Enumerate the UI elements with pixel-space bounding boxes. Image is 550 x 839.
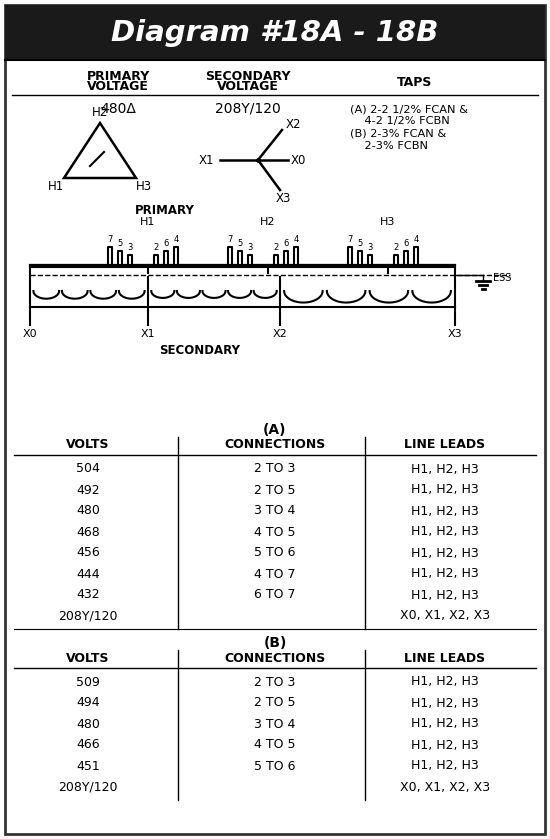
Text: 6: 6 [283,239,289,248]
Text: 2 TO 5: 2 TO 5 [254,696,296,710]
Text: 466: 466 [76,738,100,752]
Text: 3: 3 [127,243,133,253]
Text: 4-2 1/2% FCBN: 4-2 1/2% FCBN [350,116,450,126]
Text: H1: H1 [48,180,64,194]
Text: 7: 7 [227,236,233,244]
Text: (A): (A) [263,423,287,437]
Text: 2: 2 [153,243,158,253]
Text: 7: 7 [107,236,113,244]
Text: VOLTAGE: VOLTAGE [217,81,279,93]
Text: LINE LEADS: LINE LEADS [404,439,486,451]
Text: (B): (B) [263,636,287,650]
Text: X0, X1, X2, X3: X0, X1, X2, X3 [400,780,490,794]
Text: (B) 2-3% FCAN &: (B) 2-3% FCAN & [350,129,446,139]
Text: 2-3% FCBN: 2-3% FCBN [350,141,428,151]
Text: 492: 492 [76,483,100,497]
Text: ESS: ESS [493,273,512,283]
Text: Diagram #18A - 18B: Diagram #18A - 18B [111,19,439,47]
Text: 5 TO 6: 5 TO 6 [254,546,296,560]
Text: X0, X1, X2, X3: X0, X1, X2, X3 [400,609,490,623]
Text: (A) 2-2 1/2% FCAN &: (A) 2-2 1/2% FCAN & [350,104,468,114]
Text: 432: 432 [76,588,100,602]
Text: PRIMARY: PRIMARY [135,204,195,216]
Text: 4: 4 [173,236,179,244]
Text: 3 TO 4: 3 TO 4 [254,717,296,731]
Text: H1, H2, H3: H1, H2, H3 [411,696,479,710]
Text: 6 TO 7: 6 TO 7 [254,588,296,602]
Bar [5,5,545,60]
Text: 2 TO 3: 2 TO 3 [254,462,296,476]
Text: H1, H2, H3: H1, H2, H3 [411,738,479,752]
Text: CONNECTIONS: CONNECTIONS [224,652,326,664]
Text: 444: 444 [76,567,100,581]
Text: H3: H3 [136,180,152,194]
Text: 451: 451 [76,759,100,773]
Text: X3: X3 [448,329,463,339]
Text: VOLTAGE: VOLTAGE [87,81,149,93]
Text: TAPS: TAPS [397,76,433,88]
Text: H1, H2, H3: H1, H2, H3 [411,504,479,518]
Text: 208Y/120: 208Y/120 [58,780,118,794]
Text: 480: 480 [76,504,100,518]
Text: VOLTS: VOLTS [66,652,110,664]
Text: PRIMARY: PRIMARY [86,70,150,82]
Text: 7: 7 [347,236,353,244]
Text: VOLTS: VOLTS [66,439,110,451]
Text: 3: 3 [367,243,373,253]
Text: 504: 504 [76,462,100,476]
Text: 2: 2 [393,243,399,253]
Text: 480: 480 [76,717,100,731]
Text: H3: H3 [380,217,395,227]
Text: 5 TO 6: 5 TO 6 [254,759,296,773]
Text: 2: 2 [273,243,279,253]
Text: H1, H2, H3: H1, H2, H3 [411,546,479,560]
Text: 5: 5 [117,239,123,248]
Text: 3: 3 [248,243,252,253]
Text: CONNECTIONS: CONNECTIONS [224,439,326,451]
Text: SECONDARY: SECONDARY [205,70,291,82]
Text: SECONDARY: SECONDARY [160,343,240,357]
Text: H1, H2, H3: H1, H2, H3 [411,525,479,539]
Text: X0: X0 [23,329,37,339]
Text: 208Y/120: 208Y/120 [215,102,281,116]
Text: H1, H2, H3: H1, H2, H3 [411,588,479,602]
Text: H1, H2, H3: H1, H2, H3 [411,759,479,773]
Text: 208Y/120: 208Y/120 [58,609,118,623]
Text: LINE LEADS: LINE LEADS [404,652,486,664]
Text: H1, H2, H3: H1, H2, H3 [411,717,479,731]
Text: 6: 6 [403,239,409,248]
Text: X1: X1 [199,154,214,166]
Text: 468: 468 [76,525,100,539]
Text: 509: 509 [76,675,100,689]
Text: 6: 6 [163,239,169,248]
Text: H1, H2, H3: H1, H2, H3 [411,462,479,476]
Text: H2: H2 [92,106,108,118]
Text: 494: 494 [76,696,100,710]
Text: 5: 5 [358,239,362,248]
Text: 4: 4 [414,236,419,244]
Text: 4: 4 [293,236,299,244]
Text: 4 TO 5: 4 TO 5 [254,738,296,752]
Text: 2 TO 3: 2 TO 3 [254,675,296,689]
Text: 456: 456 [76,546,100,560]
Text: H1, H2, H3: H1, H2, H3 [411,567,479,581]
Text: X2: X2 [286,117,301,131]
Text: H1, H2, H3: H1, H2, H3 [411,675,479,689]
Text: X1: X1 [141,329,155,339]
Text: 3 TO 4: 3 TO 4 [254,504,296,518]
Text: 480Δ: 480Δ [100,102,136,116]
Text: X0: X0 [291,154,306,166]
Text: 4 TO 7: 4 TO 7 [254,567,296,581]
Text: X2: X2 [273,329,287,339]
Text: 4 TO 5: 4 TO 5 [254,525,296,539]
Text: X3: X3 [276,191,291,205]
Text: H2: H2 [260,217,276,227]
Text: 5: 5 [238,239,243,248]
Text: H1, H2, H3: H1, H2, H3 [411,483,479,497]
Text: H1: H1 [140,217,156,227]
Text: 2 TO 5: 2 TO 5 [254,483,296,497]
